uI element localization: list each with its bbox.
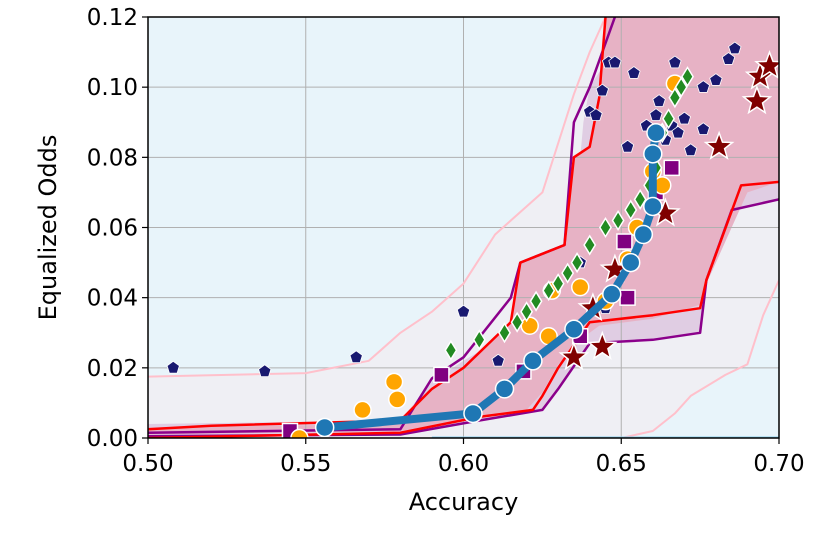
diamond-marker [570,252,584,274]
square-marker [619,289,636,306]
diamond-marker [520,301,534,323]
x-tick-label: 0.55 [280,451,331,477]
square-marker [433,366,450,384]
star-marker [558,341,590,371]
front-marker [494,379,515,399]
diamond-marker [498,322,511,344]
pentagon-marker [649,108,663,121]
pentagon-marker [671,125,685,139]
y-axis-ticks: 0.00 0.02 0.04 0.06 0.08 0.10 0.12 [87,5,148,452]
square-marker [616,233,633,250]
x-tick-label: 0.60 [438,451,489,477]
diamond-marker [674,76,688,98]
front-marker [602,284,622,304]
pentagon-marker [728,41,742,55]
x-axis-ticks: 0.50 0.55 0.60 0.65 0.70 [122,438,805,477]
pentagon-marker [620,139,635,153]
x-tick-label: 0.50 [122,451,173,477]
y-tick-label: 0.10 [87,75,138,101]
front-marker [646,123,666,143]
pentagon-marker [709,73,723,86]
diamond-marker [624,199,638,221]
diamond-marker [662,108,676,130]
diamond-marker [633,188,647,210]
boundary-outer-boundary [621,279,779,438]
pentagon-marker [668,55,682,69]
circle-marker [290,428,309,438]
star-marker [586,330,618,360]
diamond-marker [510,311,524,333]
pentagon-marker [349,350,363,364]
x-axis-label: Accuracy [409,488,519,516]
front-marker [314,417,335,438]
boundary-outer-boundary [148,17,607,378]
circle-marker [520,316,540,335]
diamond-marker [472,329,486,351]
diamond-marker [681,66,694,88]
y-tick-label: 0.12 [87,5,138,31]
circle-marker [353,400,372,420]
star-marker [754,49,779,80]
y-tick-label: 0.06 [87,216,138,242]
plot-area [147,16,780,439]
pentagon-marker [652,94,666,107]
star-marker [741,85,773,115]
diamond-marker [444,339,458,361]
diamond-marker [529,290,543,312]
diamond-marker [551,273,565,295]
front-marker [620,252,641,273]
y-axis-label: Equalized Odds [34,135,62,321]
pentagon-marker [677,111,691,125]
data-markers [166,41,779,438]
pentagon-marker [684,143,698,157]
diamond-marker [583,234,597,256]
pentagon-marker [589,108,603,121]
x-tick-label: 0.65 [596,451,647,477]
pentagon-marker [166,360,180,374]
x-tick-label: 0.70 [753,451,804,477]
pentagon-marker [696,80,710,93]
front-marker [633,224,654,245]
pentagon-marker [608,55,622,69]
front-marker [463,403,483,424]
diamond-marker [611,209,625,232]
pentagon-marker [721,52,736,65]
pentagon-marker [491,353,505,367]
diamond-marker [598,216,612,239]
front-marker [523,351,543,371]
front-marker [564,319,584,339]
front-marker [643,144,663,164]
diamond-marker [542,280,556,302]
front-marker [643,196,663,217]
y-tick-label: 0.00 [87,426,138,452]
pentagon-marker [627,66,641,79]
pentagon-marker [456,304,471,318]
y-tick-label: 0.02 [87,356,138,382]
pentagon-marker [595,83,609,97]
square-marker [663,159,680,177]
circle-marker [387,390,407,409]
circle-marker [384,372,404,392]
y-tick-label: 0.08 [87,145,138,171]
diamond-marker [561,262,575,284]
y-tick-label: 0.04 [87,286,138,312]
circle-marker [570,277,590,297]
pentagon-marker [258,364,272,378]
star-marker [703,130,735,160]
diamond-marker [668,87,682,109]
pentagon-marker [696,122,710,135]
